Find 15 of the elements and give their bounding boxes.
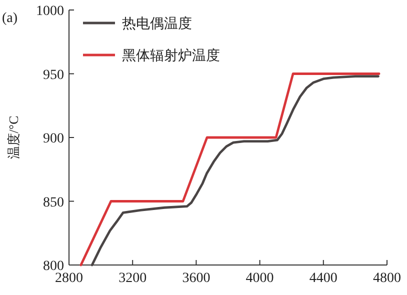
y-axis-title: 温度/°C [6, 116, 21, 160]
y-tick-label: 1000 [36, 4, 64, 19]
x-tick-label: 4400 [309, 271, 338, 286]
x-tick-label: 2800 [55, 271, 83, 286]
y-tick-label: 900 [43, 132, 64, 146]
x-tick-label: 3600 [182, 271, 210, 286]
x-tick-label: 4000 [246, 271, 274, 286]
text: (a) [2, 11, 18, 26]
x-tick-label: 4800 [373, 271, 401, 286]
y-tick-label: 950 [43, 68, 64, 83]
x-tick-label: 3200 [118, 271, 147, 286]
legend-label: 黑体辐射炉温度 [122, 48, 220, 64]
y-tick-label: 850 [43, 195, 64, 210]
y-tick-label: 800 [43, 259, 64, 274]
legend-label: 热电偶温度 [122, 16, 192, 32]
